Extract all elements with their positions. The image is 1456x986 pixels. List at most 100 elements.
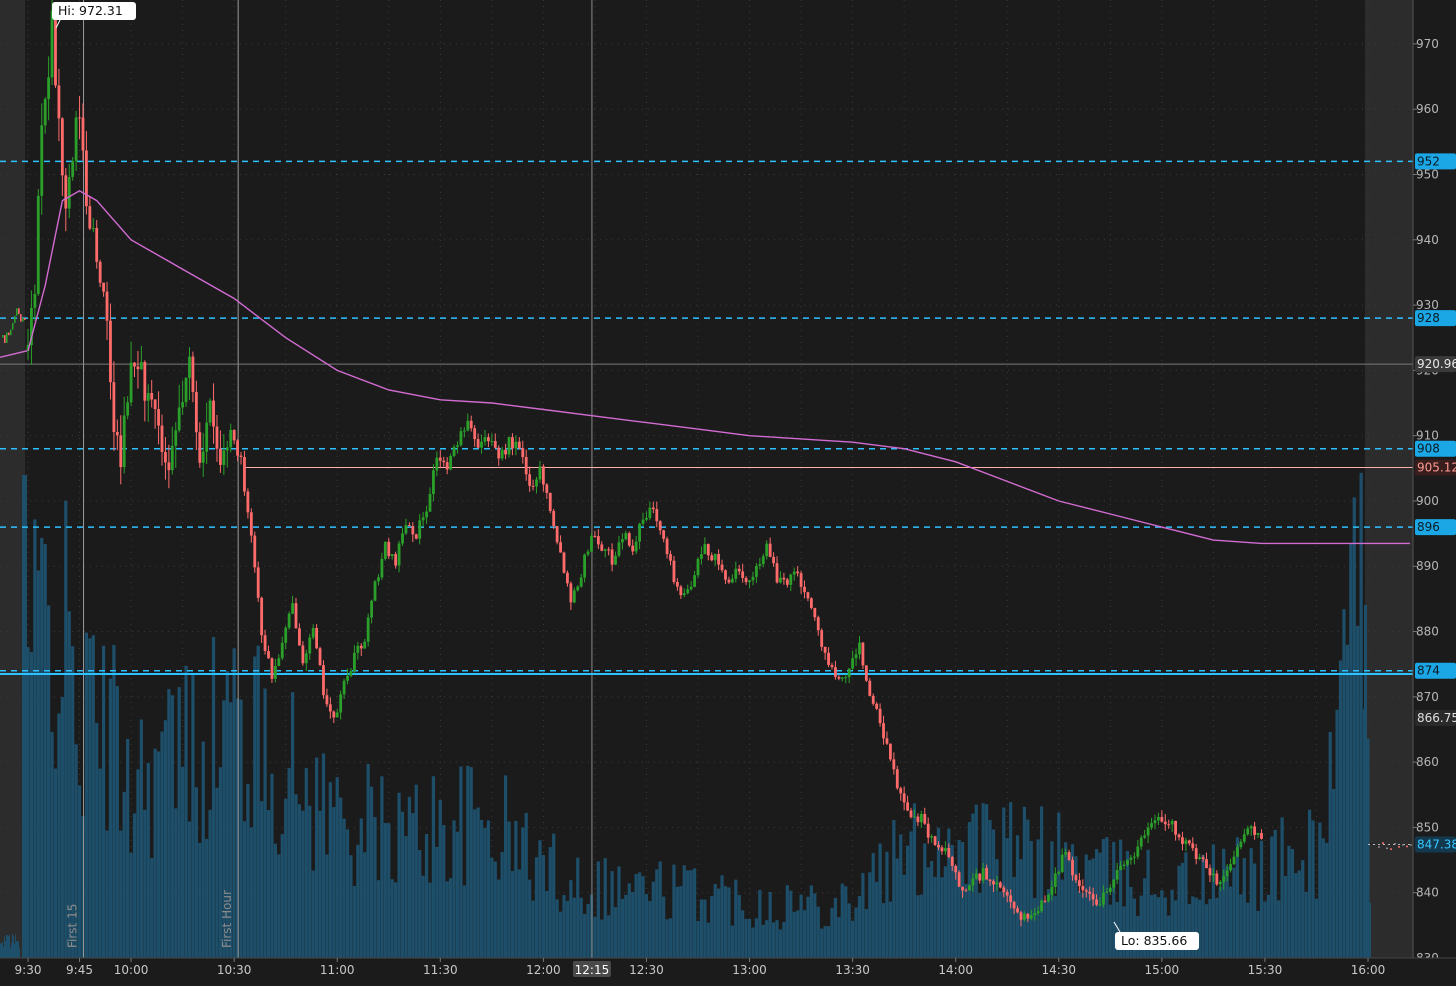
volume-bar: [273, 843, 277, 958]
horizontal-levels[interactable]: [0, 160, 1413, 846]
volume-bar: [363, 852, 367, 958]
volume-bar: [703, 899, 707, 958]
volume-bar: [260, 801, 264, 958]
candle-body: [12, 322, 14, 330]
volume-bar: [747, 919, 752, 958]
candle-body: [971, 878, 975, 886]
candle-body: [418, 520, 422, 539]
candle-body: [198, 432, 202, 463]
candle-body: [1184, 840, 1188, 844]
volume-bar: [988, 820, 992, 958]
volume-bar: [991, 829, 996, 958]
x-tick-label: 13:30: [835, 963, 870, 977]
volume-bar: [1070, 844, 1075, 958]
candle-body: [476, 439, 480, 448]
candle-body: [511, 437, 514, 449]
candle-body: [889, 743, 892, 760]
candle-body: [847, 668, 851, 678]
candle-body: [569, 583, 573, 603]
candle-body: [1386, 847, 1388, 850]
candle-body: [22, 317, 24, 322]
volume-bar: [160, 731, 164, 958]
volume-bar: [1342, 609, 1346, 958]
volume-bar: [239, 699, 243, 958]
volume-bar: [318, 810, 322, 958]
candle-body: [700, 554, 703, 559]
candle-body: [291, 603, 294, 614]
candle-body: [1146, 827, 1150, 836]
volume-bar: [936, 827, 941, 958]
volume-bar: [754, 918, 759, 958]
candle-body: [710, 555, 714, 561]
volume-bar: [119, 830, 123, 958]
volume-bar: [775, 920, 779, 958]
candle-body: [1378, 846, 1380, 848]
volume-bar: [813, 893, 817, 958]
candle-body: [758, 564, 762, 566]
candle-body: [806, 592, 810, 599]
volume-bar: [1314, 898, 1319, 958]
candle-body: [119, 435, 123, 468]
volume-bar: [12, 933, 13, 958]
volume-bar: [438, 799, 442, 958]
volume-bar: [77, 785, 82, 958]
volume-bar: [1067, 856, 1071, 958]
candle-body: [1198, 857, 1202, 859]
volume-bar: [43, 544, 47, 958]
candle-body: [689, 586, 693, 590]
x-tick-label: 11:00: [320, 963, 355, 977]
volume-bar: [782, 922, 786, 958]
candle-body: [926, 823, 930, 838]
volume-bar: [421, 875, 425, 958]
candle-body: [493, 441, 497, 448]
candle-body: [662, 530, 666, 539]
volume-bar: [1146, 849, 1150, 958]
volume-bar: [1108, 904, 1112, 958]
volume-bar: [655, 869, 659, 958]
candle-body: [1009, 895, 1013, 902]
candle-body: [425, 511, 428, 518]
candle-body: [95, 228, 99, 262]
volume-bar: [1160, 890, 1164, 958]
candle-body: [136, 366, 140, 370]
candle-body: [1098, 904, 1102, 906]
candle-body: [246, 491, 250, 513]
candle-body: [517, 441, 521, 449]
candle-body: [1136, 846, 1140, 857]
volume-bar: [864, 909, 868, 958]
level-tag: 928: [1417, 311, 1440, 325]
candle-body: [401, 533, 404, 544]
candle-body: [614, 555, 617, 565]
candle-body: [665, 538, 669, 555]
volume-bar: [95, 722, 99, 958]
volume-bar: [909, 831, 913, 958]
volume-bar: [723, 886, 728, 958]
volume-bar: [1328, 731, 1332, 958]
x-axis-bg: [0, 958, 1456, 982]
volume-bar: [1283, 876, 1288, 958]
candle-body: [428, 494, 432, 512]
volume-bar: [1119, 839, 1123, 958]
candle-body: [325, 695, 329, 705]
volume-bar: [246, 783, 250, 958]
volume-bar: [435, 846, 439, 958]
volume-bar: [1228, 886, 1233, 958]
candle-body: [1129, 857, 1133, 860]
volume-bar: [985, 804, 989, 958]
volume-bar: [974, 804, 978, 958]
candle-body: [10, 329, 12, 336]
candle-body: [164, 451, 167, 463]
volume-bar: [1211, 844, 1215, 958]
volume-bar: [13, 936, 14, 958]
candle-body: [1132, 856, 1136, 858]
volume-bar: [33, 519, 37, 958]
candle-body: [906, 802, 909, 811]
volume-bar: [658, 861, 662, 958]
candle-body: [868, 680, 872, 696]
y-tick-label: 940: [1416, 233, 1439, 247]
volume-bar: [1149, 895, 1154, 958]
level-tag-bg: [1415, 440, 1456, 457]
volume-bar: [400, 811, 405, 958]
volume-bar: [1318, 822, 1322, 958]
